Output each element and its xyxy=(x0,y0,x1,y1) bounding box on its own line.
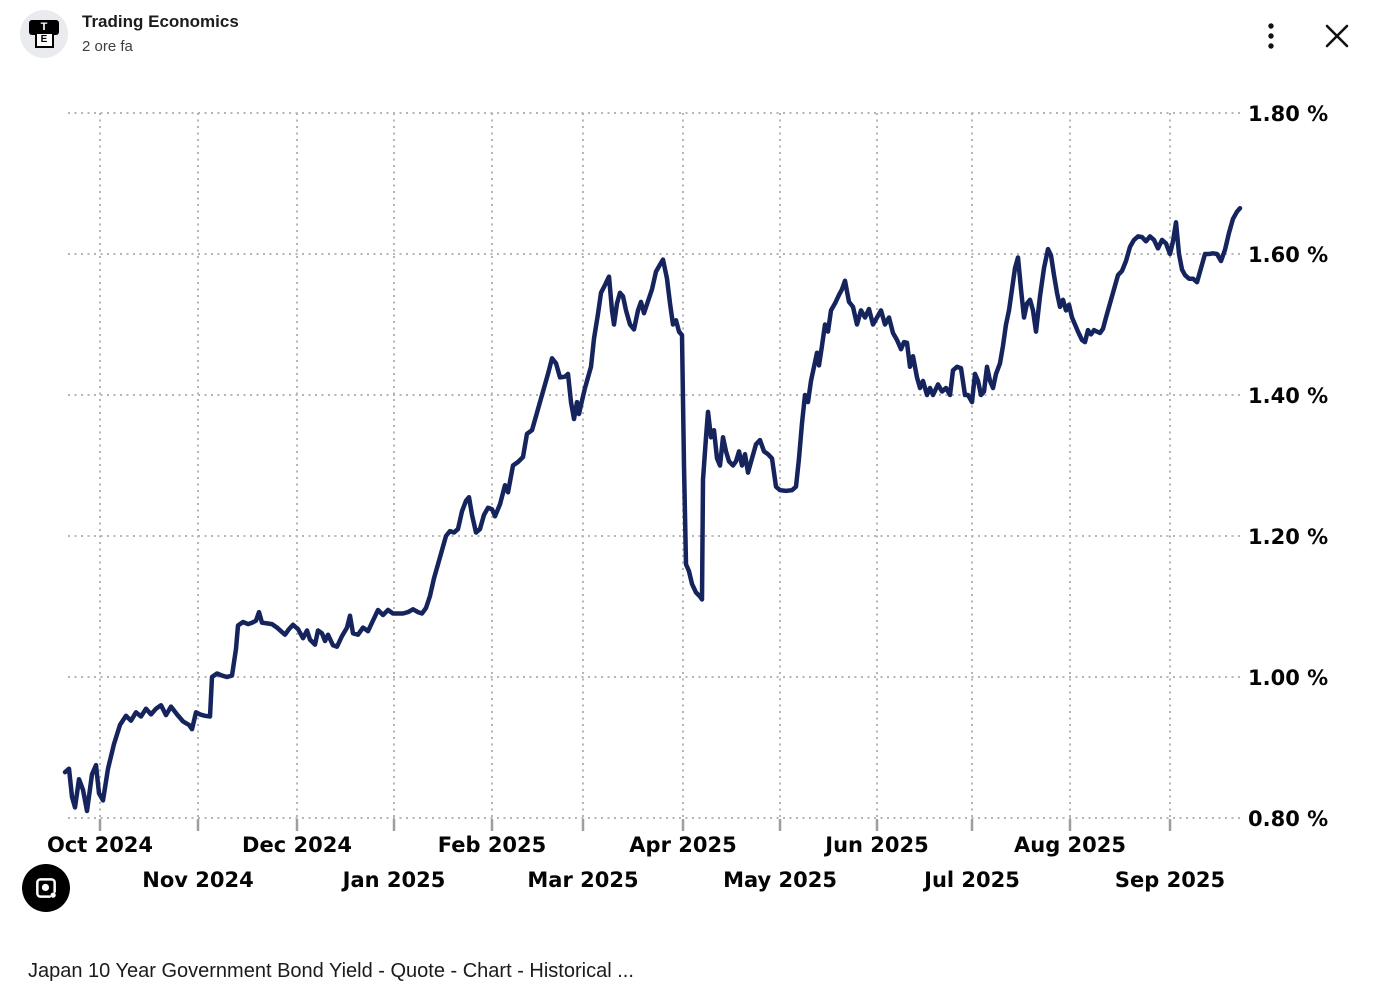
y-axis-tick-label: 1.40 % xyxy=(1248,384,1328,408)
x-axis-tick-label: Apr 2025 xyxy=(629,833,736,857)
y-axis-tick-label: 1.60 % xyxy=(1248,243,1328,267)
x-axis-tick-label: Feb 2025 xyxy=(438,833,547,857)
x-axis-tick-label: Nov 2024 xyxy=(142,868,253,892)
y-axis-tick-label: 1.00 % xyxy=(1248,666,1328,690)
x-axis-tick-label: Aug 2025 xyxy=(1014,833,1126,857)
source-title[interactable]: Trading Economics xyxy=(82,12,239,31)
more-options-button[interactable] xyxy=(1251,16,1291,56)
timestamp: 2 ore fa xyxy=(82,38,133,55)
x-axis-tick-label: Dec 2024 xyxy=(242,833,352,857)
x-axis-tick-label: Jul 2025 xyxy=(922,868,1020,892)
google-lens-button[interactable] xyxy=(22,864,70,912)
y-axis-tick-label: 1.80 % xyxy=(1248,102,1328,126)
x-axis-tick-label: Oct 2024 xyxy=(47,833,153,857)
kebab-menu-icon xyxy=(1268,23,1274,49)
avatar: T E xyxy=(20,10,68,58)
close-icon xyxy=(1325,24,1349,48)
close-button[interactable] xyxy=(1317,16,1357,56)
y-axis-tick-label: 0.80 % xyxy=(1248,807,1328,831)
yield-line xyxy=(62,205,1243,814)
x-axis-tick-label: Jan 2025 xyxy=(341,868,446,892)
y-axis-tick-label: 1.20 % xyxy=(1248,525,1328,549)
logo-letter-e: E xyxy=(34,33,54,48)
logo-letter-t: T xyxy=(29,20,59,35)
x-axis-tick-label: Jun 2025 xyxy=(823,833,928,857)
image-caption[interactable]: Japan 10 Year Government Bond Yield - Qu… xyxy=(28,960,634,982)
x-axis-tick-label: May 2025 xyxy=(723,868,837,892)
viewer-header: T E Trading Economics 2 ore fa xyxy=(0,0,1383,70)
x-axis-tick-label: Mar 2025 xyxy=(527,868,638,892)
google-lens-icon xyxy=(36,878,56,898)
x-axis-tick-label: Sep 2025 xyxy=(1115,868,1225,892)
trading-economics-logo-icon: T E xyxy=(29,20,59,48)
